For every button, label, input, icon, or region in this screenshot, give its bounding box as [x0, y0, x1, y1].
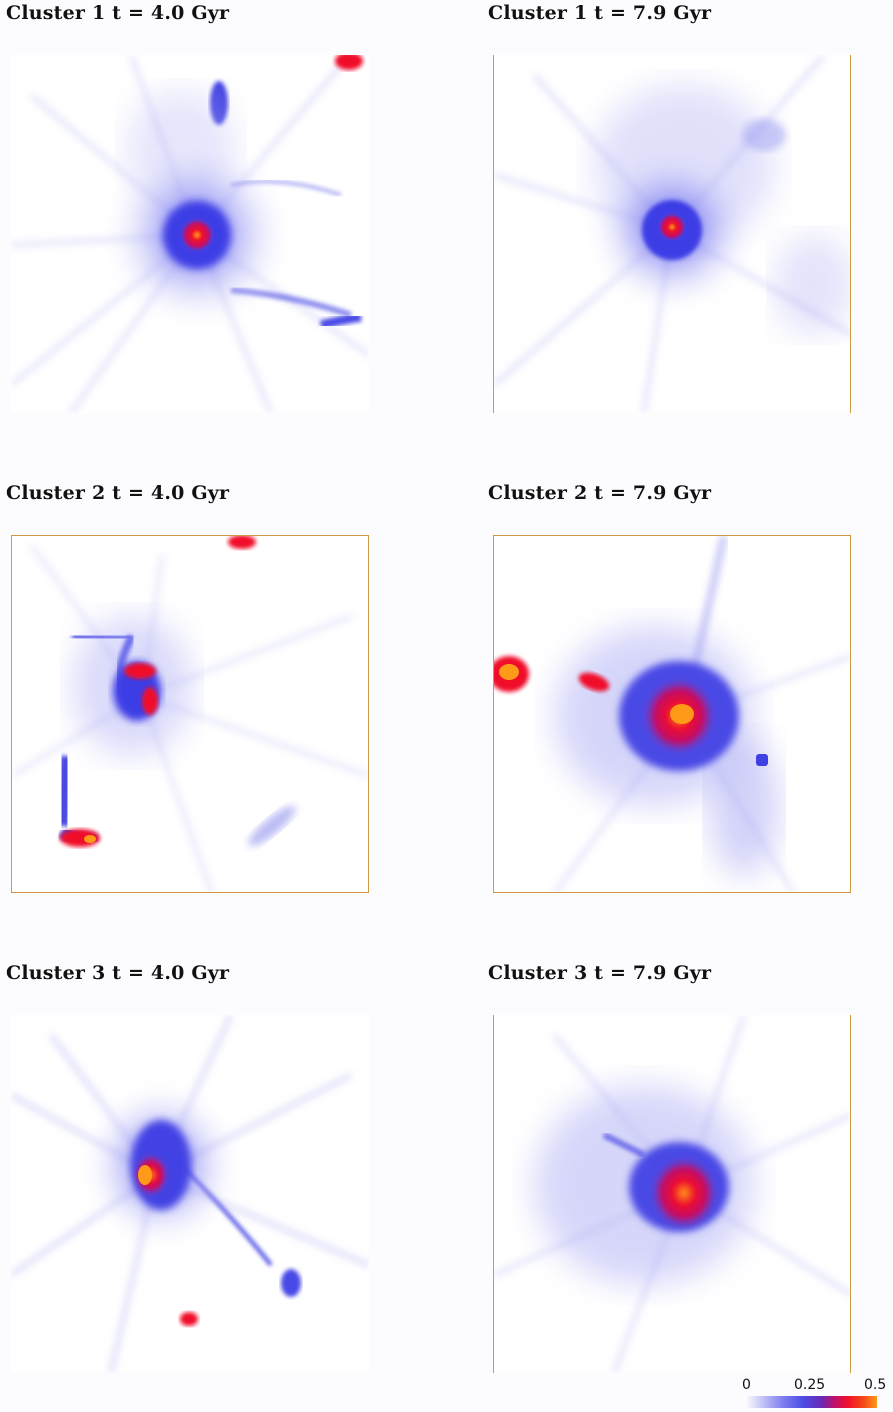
density-map-c2-t79 — [493, 535, 851, 893]
panel-title-c2-t4: Cluster 2 t = 4.0 Gyr — [6, 482, 230, 504]
density-map-c1-t79 — [493, 55, 851, 413]
colorbar-tick-min: 0 — [742, 1377, 751, 1393]
colorbar-tick-max: 0.5 — [864, 1377, 887, 1393]
panel-title-c1-t79: Cluster 1 t = 7.9 Gyr — [488, 2, 712, 24]
panel-title-c1-t4: Cluster 1 t = 4.0 Gyr — [6, 2, 230, 24]
panel-title-c3-t4: Cluster 3 t = 4.0 Gyr — [6, 962, 230, 984]
colorbar — [745, 1396, 877, 1408]
panel-title-c3-t79: Cluster 3 t = 7.9 Gyr — [488, 962, 712, 984]
density-map-c2-t4 — [11, 535, 369, 893]
panel-title-c2-t79: Cluster 2 t = 7.9 Gyr — [488, 482, 712, 504]
density-map-c3-t4 — [11, 1015, 369, 1373]
density-map-c1-t4 — [11, 55, 369, 413]
colorbar-tick-mid: 0.25 — [794, 1377, 826, 1393]
density-map-c3-t79 — [493, 1015, 851, 1373]
